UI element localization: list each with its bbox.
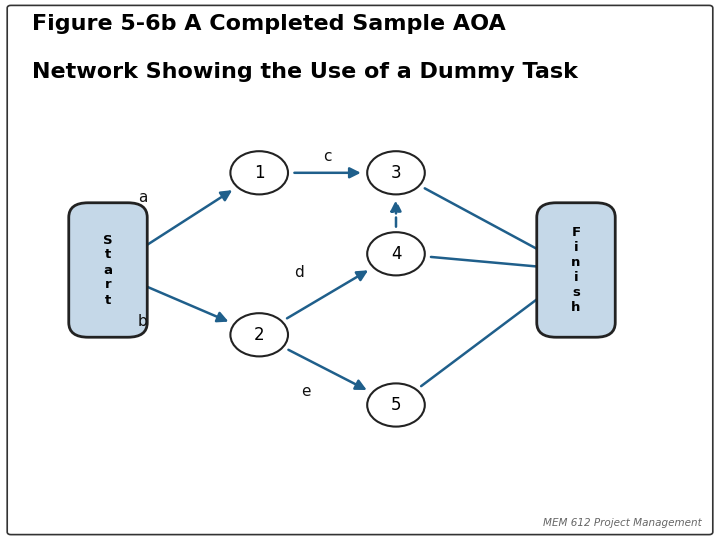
Circle shape [230,151,288,194]
Text: 4: 4 [391,245,401,263]
FancyBboxPatch shape [69,203,148,337]
Text: c: c [323,149,332,164]
Text: 3: 3 [391,164,401,182]
Text: S
t
a
r
t: S t a r t [103,233,113,307]
Text: e: e [301,384,311,399]
Text: MEM 612 Project Management: MEM 612 Project Management [544,518,702,528]
Circle shape [367,232,425,275]
Circle shape [230,313,288,356]
Text: 5: 5 [391,396,401,414]
Text: a: a [138,190,148,205]
Text: 1: 1 [254,164,264,182]
Text: Figure 5-6b A Completed Sample AOA: Figure 5-6b A Completed Sample AOA [32,14,506,33]
Text: b: b [138,314,148,329]
FancyBboxPatch shape [7,5,713,535]
Circle shape [367,383,425,427]
Text: Network Showing the Use of a Dummy Task: Network Showing the Use of a Dummy Task [32,62,578,82]
Circle shape [367,151,425,194]
Text: d: d [294,265,304,280]
FancyBboxPatch shape [537,203,615,337]
Text: F
i
n
i
s
h: F i n i s h [571,226,581,314]
Text: 2: 2 [254,326,264,344]
